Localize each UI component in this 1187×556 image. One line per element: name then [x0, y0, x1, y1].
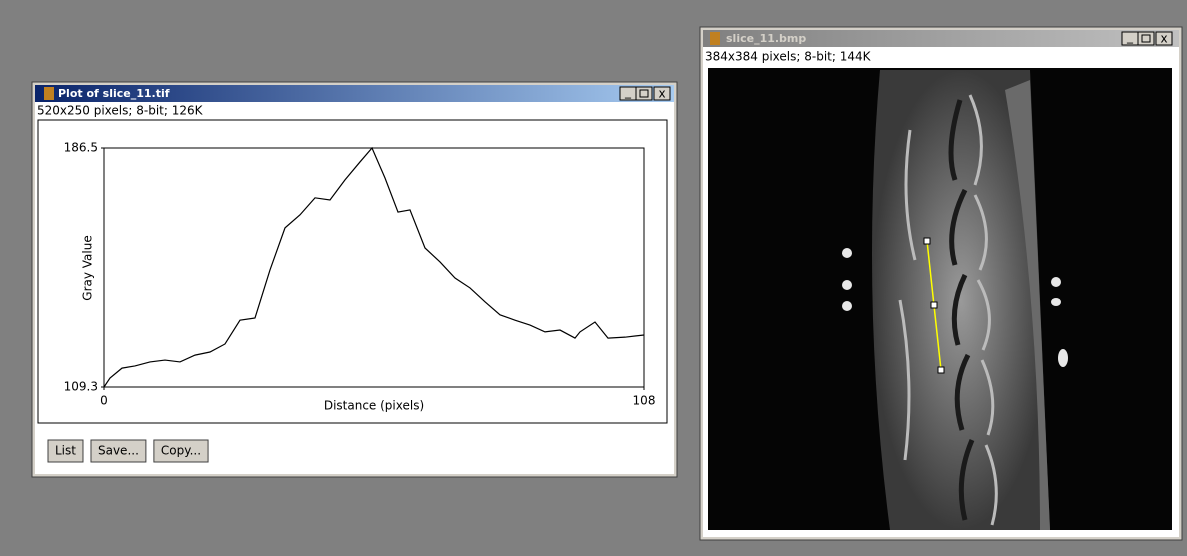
close-icon: x — [1160, 32, 1167, 46]
desktop: Plot of slice_11.tif _ x 520x250 pixels;… — [0, 0, 1187, 552]
x-axis-label: Distance (pixels) — [324, 399, 424, 413]
button-label[interactable]: Save... — [98, 444, 139, 458]
minimize-icon: _ — [1126, 30, 1134, 44]
button-label[interactable]: List — [55, 444, 76, 458]
image-info: 384x384 pixels; 8-bit; 144K — [705, 50, 872, 64]
x-tick-label: 108 — [633, 394, 656, 408]
handle[interactable] — [931, 302, 937, 308]
button[interactable]: List — [48, 440, 83, 462]
minimize-icon: _ — [624, 85, 632, 99]
window-controls[interactable]: _ x — [620, 85, 670, 101]
button-row: List Save... Copy... — [48, 440, 208, 462]
y-tick-label: 109.3 — [64, 380, 98, 394]
window-title: Plot of slice_11.tif — [58, 87, 170, 100]
image-info: 520x250 pixels; 8-bit; 126K — [37, 104, 204, 118]
handle[interactable] — [924, 238, 930, 244]
button[interactable]: Copy... — [154, 440, 208, 462]
maximize-button[interactable] — [636, 87, 652, 100]
close-icon: x — [658, 87, 665, 101]
app-icon — [710, 32, 720, 45]
plot-window: Plot of slice_11.tif _ x 520x250 pixels;… — [32, 82, 677, 477]
window-controls[interactable]: _ x — [1122, 30, 1172, 46]
y-tick-label: 186.5 — [64, 141, 98, 155]
handle[interactable] — [938, 367, 944, 373]
image-window: slice_11.bmp _ x 384x384 pixels; 8-bit; … — [700, 27, 1182, 540]
y-axis-label: Gray Value — [81, 235, 95, 300]
x-tick-label: 0 — [100, 394, 108, 408]
plot-panel — [38, 120, 667, 423]
mri-image — [708, 68, 1172, 530]
button-label[interactable]: Copy... — [161, 444, 201, 458]
button[interactable]: Save... — [91, 440, 146, 462]
window-title: slice_11.bmp — [726, 32, 806, 45]
app-icon — [44, 87, 54, 100]
maximize-button[interactable] — [1138, 32, 1154, 45]
